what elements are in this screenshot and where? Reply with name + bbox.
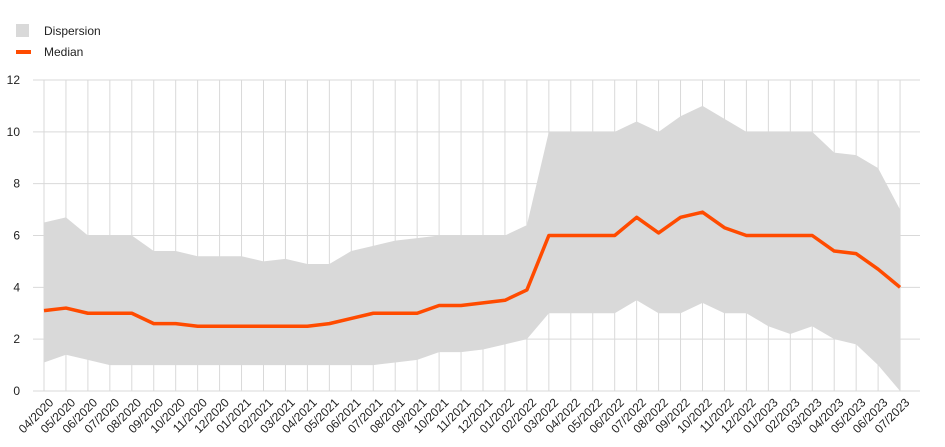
dispersion-swatch (16, 24, 29, 37)
dispersion-band (44, 105, 901, 392)
median-line (43, 210, 902, 328)
y-axis-ticks: 0 2 4 6 8 10 12 (7, 73, 21, 398)
y-tick-label: 12 (7, 73, 21, 87)
median-swatch (16, 49, 31, 54)
chart-legend: Dispersion Median (16, 20, 101, 62)
legend-item-median: Median (16, 41, 101, 62)
y-tick-label: 10 (7, 125, 21, 139)
legend-item-dispersion: Dispersion (16, 20, 101, 41)
legend-label-dispersion: Dispersion (44, 23, 101, 38)
y-tick-label: 8 (13, 177, 20, 191)
median-layer (43, 210, 902, 328)
y-tick-label: 4 (13, 280, 20, 294)
x-axis-ticks: 04/202005/202006/202007/202008/202009/20… (16, 395, 913, 436)
y-tick-label: 2 (13, 332, 20, 346)
y-tick-label: 6 (13, 229, 20, 243)
legend-label-median: Median (44, 44, 84, 59)
dispersion-layer (44, 105, 901, 392)
y-tick-label: 0 (13, 384, 20, 398)
